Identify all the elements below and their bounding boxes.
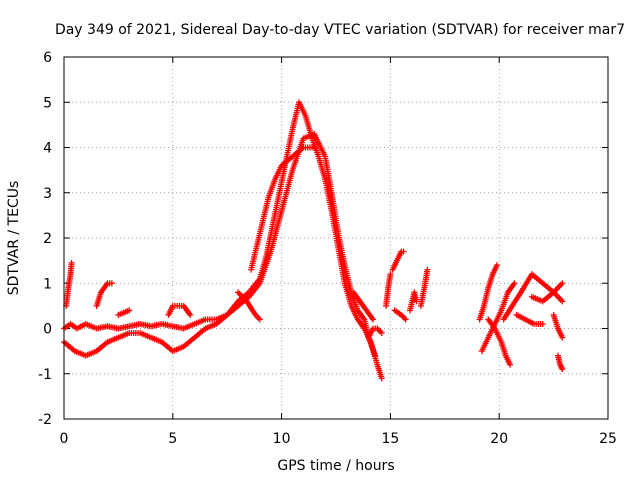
- data-point: [539, 320, 546, 327]
- data-point: [494, 262, 501, 269]
- data-point: [424, 266, 431, 273]
- y-axis-label: SDTVAR / TECUs: [6, 181, 22, 296]
- y-tick-label: 0: [43, 322, 52, 338]
- y-tick-label: 2: [43, 231, 52, 247]
- data-point: [187, 311, 194, 318]
- data-point: [372, 352, 379, 359]
- data-point: [378, 375, 385, 382]
- y-tick-label: -1: [38, 367, 52, 383]
- data-point: [387, 271, 394, 278]
- data-point: [400, 248, 407, 255]
- data-point: [68, 259, 75, 266]
- x-tick-label: 15: [381, 431, 399, 447]
- data-point: [378, 330, 385, 337]
- y-tick-label: 1: [43, 276, 52, 292]
- data-point: [559, 334, 566, 341]
- y-tick-label: 5: [43, 95, 52, 111]
- y-tick-label: 6: [43, 50, 52, 66]
- data-point: [311, 144, 318, 151]
- x-axis-label: GPS time / hours: [277, 458, 394, 474]
- data-point: [559, 298, 566, 305]
- data-point: [559, 366, 566, 373]
- x-tick-label: 5: [168, 431, 177, 447]
- data-point: [413, 298, 420, 305]
- data-point: [402, 316, 409, 323]
- plot-area-frame: [63, 56, 609, 420]
- x-tick-label: 10: [273, 431, 291, 447]
- x-tick-label: 25: [599, 431, 617, 447]
- x-tick-label: 0: [60, 431, 69, 447]
- data-point: [108, 280, 115, 287]
- data-point: [559, 280, 566, 287]
- axis-ticks: 0 5 10 15 20 25 -2 -1 0 1 2 3 4 5 6: [38, 50, 617, 447]
- data-point: [369, 316, 376, 323]
- y-tick-label: 3: [43, 186, 52, 202]
- data-point: [256, 316, 263, 323]
- x-tick-label: 20: [490, 431, 508, 447]
- data-points: [61, 99, 566, 382]
- data-point: [507, 361, 514, 368]
- y-tick-label: 4: [43, 141, 52, 157]
- data-point: [126, 307, 133, 314]
- chart-title: Day 349 of 2021, Sidereal Day-to-day VTE…: [55, 22, 625, 38]
- y-tick-label: -2: [38, 412, 52, 428]
- data-point: [511, 280, 518, 287]
